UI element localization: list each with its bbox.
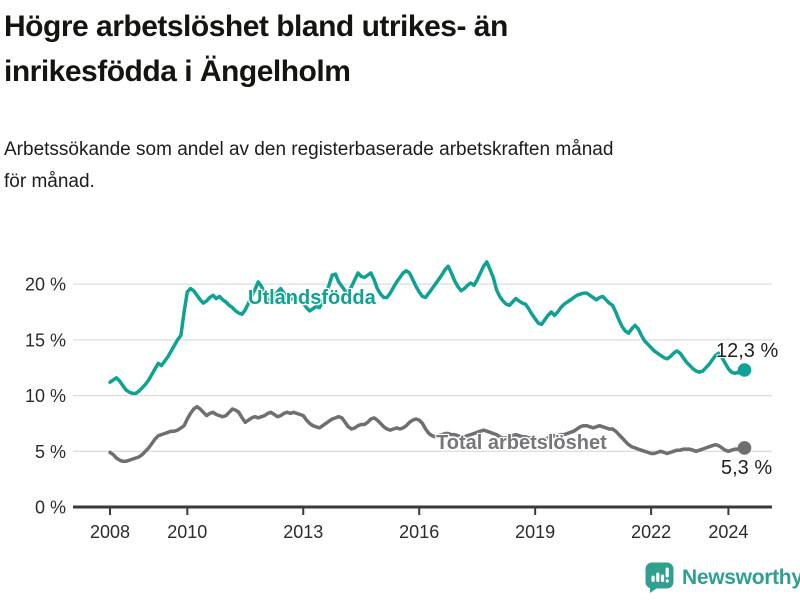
y-tick-label-10: 10 % [25,386,66,406]
series-line-0 [108,260,747,396]
chart-title-line-2: inrikesfödda i Ängelholm [4,55,351,88]
series-label-utlandsfodda: Utlandsfödda [248,287,376,309]
series-end-dot-1 [737,441,752,455]
series-line-1 [108,404,747,464]
bar-chart-speech-bubble-icon [645,562,674,593]
chart-title-line-1: Högre arbetslöshet bland utrikes- än [4,10,508,43]
series-end-dot-0 [737,363,752,377]
x-tick-label-2019: 2019 [515,522,555,542]
end-value-label-utlandsfodda: 12,3 % [716,340,779,362]
x-tick-label-2022: 2022 [631,522,671,542]
chart-subtitle: Arbetssökande som andel av den registerb… [4,134,796,198]
x-tick-label-2010: 2010 [167,522,207,542]
y-tick-label-5: 5 % [35,442,66,462]
y-tick-label-15: 15 % [25,330,66,350]
y-tick-label-20: 20 % [25,275,66,295]
x-tick-label-2013: 2013 [283,522,323,542]
y-tick-label-0: 0 % [35,498,66,518]
chart-title: Högre arbetslöshet bland utrikes- än inr… [4,4,744,94]
chart-subtitle-line-1: Arbetssökande som andel av den registerb… [4,139,614,160]
end-value-label-total: 5,3 % [721,457,773,479]
newsworthy-logo: Newsworthy [644,561,800,594]
x-tick-label-2008: 2008 [90,522,130,542]
chart-subtitle-line-2: för månad. [4,171,95,192]
x-tick-label-2016: 2016 [399,522,439,542]
x-tick-label-2024: 2024 [708,522,748,542]
series-label-total-arbetsloshet: Total arbetslöshet [436,432,607,454]
newsworthy-wordmark: Newsworthy [682,565,800,589]
